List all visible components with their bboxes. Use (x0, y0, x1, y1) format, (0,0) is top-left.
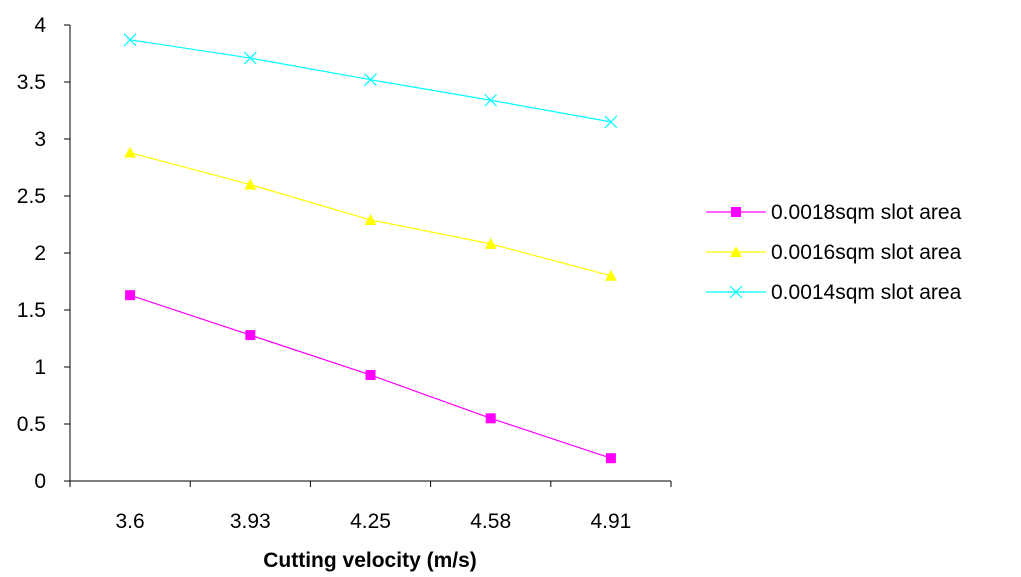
series-1 (125, 290, 616, 464)
legend-label: 0.0018sqm slot area (771, 201, 962, 224)
data-point-triangle (244, 178, 257, 190)
data-point-x (243, 51, 257, 65)
data-point-x (484, 93, 498, 107)
data-point-x (604, 115, 618, 129)
axes (69, 25, 671, 482)
data-point-triangle (124, 146, 137, 158)
y-tick-label: 3.5 (17, 71, 46, 94)
y-ticks: 0 0.5 1 1.5 2 2.5 3 3.5 4 (17, 14, 70, 493)
x-tick-label: 4.58 (470, 510, 511, 533)
y-tick-label: 2.5 (17, 185, 46, 208)
data-point-x (123, 33, 137, 47)
data-point-triangle (364, 213, 377, 225)
data-point-square (605, 453, 616, 464)
data-point-square (125, 290, 136, 301)
data-point-square (365, 369, 376, 380)
legend-label: 0.0016sqm slot area (771, 241, 962, 264)
x-tick-label: 4.91 (590, 510, 631, 533)
x-tick-label: 3.93 (230, 510, 271, 533)
legend: 0.0018sqm slot area 0.0016sqm slot area 0.… (706, 201, 962, 304)
y-tick-label: 3 (34, 128, 46, 151)
series-2 (124, 146, 617, 281)
series-layer (123, 33, 618, 464)
x-tick-label: 4.25 (350, 510, 391, 533)
y-tick-label: 0 (34, 470, 46, 493)
series-3 (123, 33, 618, 129)
data-point-triangle (604, 269, 617, 281)
y-tick-label: 0.5 (17, 413, 46, 436)
data-point-square (485, 413, 496, 424)
y-tick-label: 2 (34, 242, 46, 265)
legend-entry: 0.0014sqm slot area (706, 281, 962, 304)
x-tick-label: 3.6 (115, 510, 144, 533)
data-point-x (729, 285, 743, 299)
y-tick-label: 1 (34, 356, 46, 379)
x-ticks: 3.6 3.93 4.25 4.58 4.91 (69, 481, 672, 533)
data-point-triangle (730, 246, 742, 257)
x-axis-title: Cutting velocity (m/s) (263, 549, 477, 572)
data-point-square (731, 207, 741, 217)
y-tick-label: 4 (34, 14, 46, 37)
legend-entry: 0.0018sqm slot area (706, 201, 962, 224)
y-tick-label: 1.5 (17, 299, 46, 322)
data-point-x (364, 73, 377, 87)
data-point-triangle (484, 237, 497, 249)
legend-entry: 0.0016sqm slot area (706, 241, 962, 264)
legend-label: 0.0014sqm slot area (771, 281, 962, 304)
series-line (130, 39, 612, 123)
data-point-square (245, 330, 256, 341)
